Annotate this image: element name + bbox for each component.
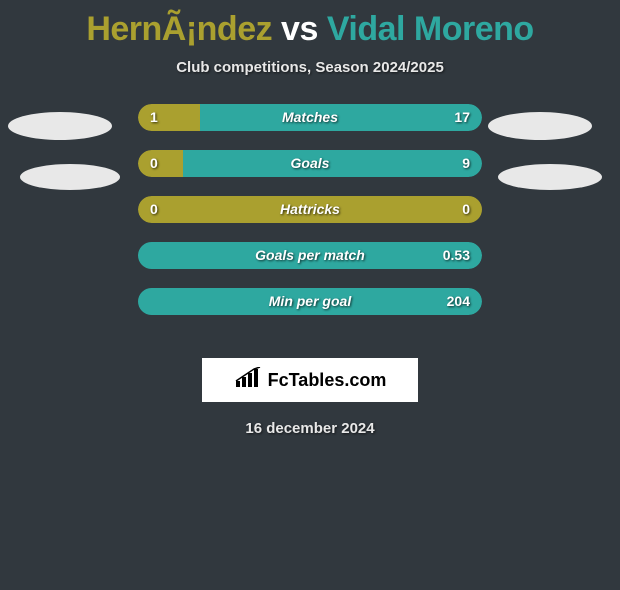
stat-value-right: 0 (462, 196, 470, 223)
stat-rows: 1Matches170Goals90Hattricks0Goals per ma… (138, 104, 482, 334)
stat-value-right: 204 (447, 288, 470, 315)
stats-area: 1Matches170Goals90Hattricks0Goals per ma… (0, 104, 620, 354)
decorative-ellipse (8, 112, 112, 140)
decorative-ellipse (20, 164, 120, 190)
stat-label: Min per goal (138, 288, 482, 315)
decorative-ellipse (498, 164, 602, 190)
subtitle: Club competitions, Season 2024/2025 (0, 59, 620, 76)
stat-row: 1Matches17 (138, 104, 482, 131)
stat-value-right: 17 (454, 104, 470, 131)
footer-date: 16 december 2024 (0, 420, 620, 437)
title-vs: vs (272, 10, 327, 48)
stat-value-right: 9 (462, 150, 470, 177)
stat-row: 0Hattricks0 (138, 196, 482, 223)
stat-label: Hattricks (138, 196, 482, 223)
stat-value-right: 0.53 (443, 242, 470, 269)
footer-logo[interactable]: FcTables.com (202, 358, 418, 402)
stat-label: Goals per match (138, 242, 482, 269)
page-title: HernÃ¡ndez vs Vidal Moreno (0, 10, 620, 49)
decorative-ellipse (488, 112, 592, 140)
title-player2: Vidal Moreno (327, 10, 534, 48)
stat-label: Goals (138, 150, 482, 177)
chart-icon (234, 367, 262, 394)
stat-row: 0Goals9 (138, 150, 482, 177)
stat-row: Min per goal204 (138, 288, 482, 315)
footer-brand: FcTables.com (268, 370, 387, 391)
stat-row: Goals per match0.53 (138, 242, 482, 269)
stat-label: Matches (138, 104, 482, 131)
title-player1: HernÃ¡ndez (86, 10, 272, 48)
